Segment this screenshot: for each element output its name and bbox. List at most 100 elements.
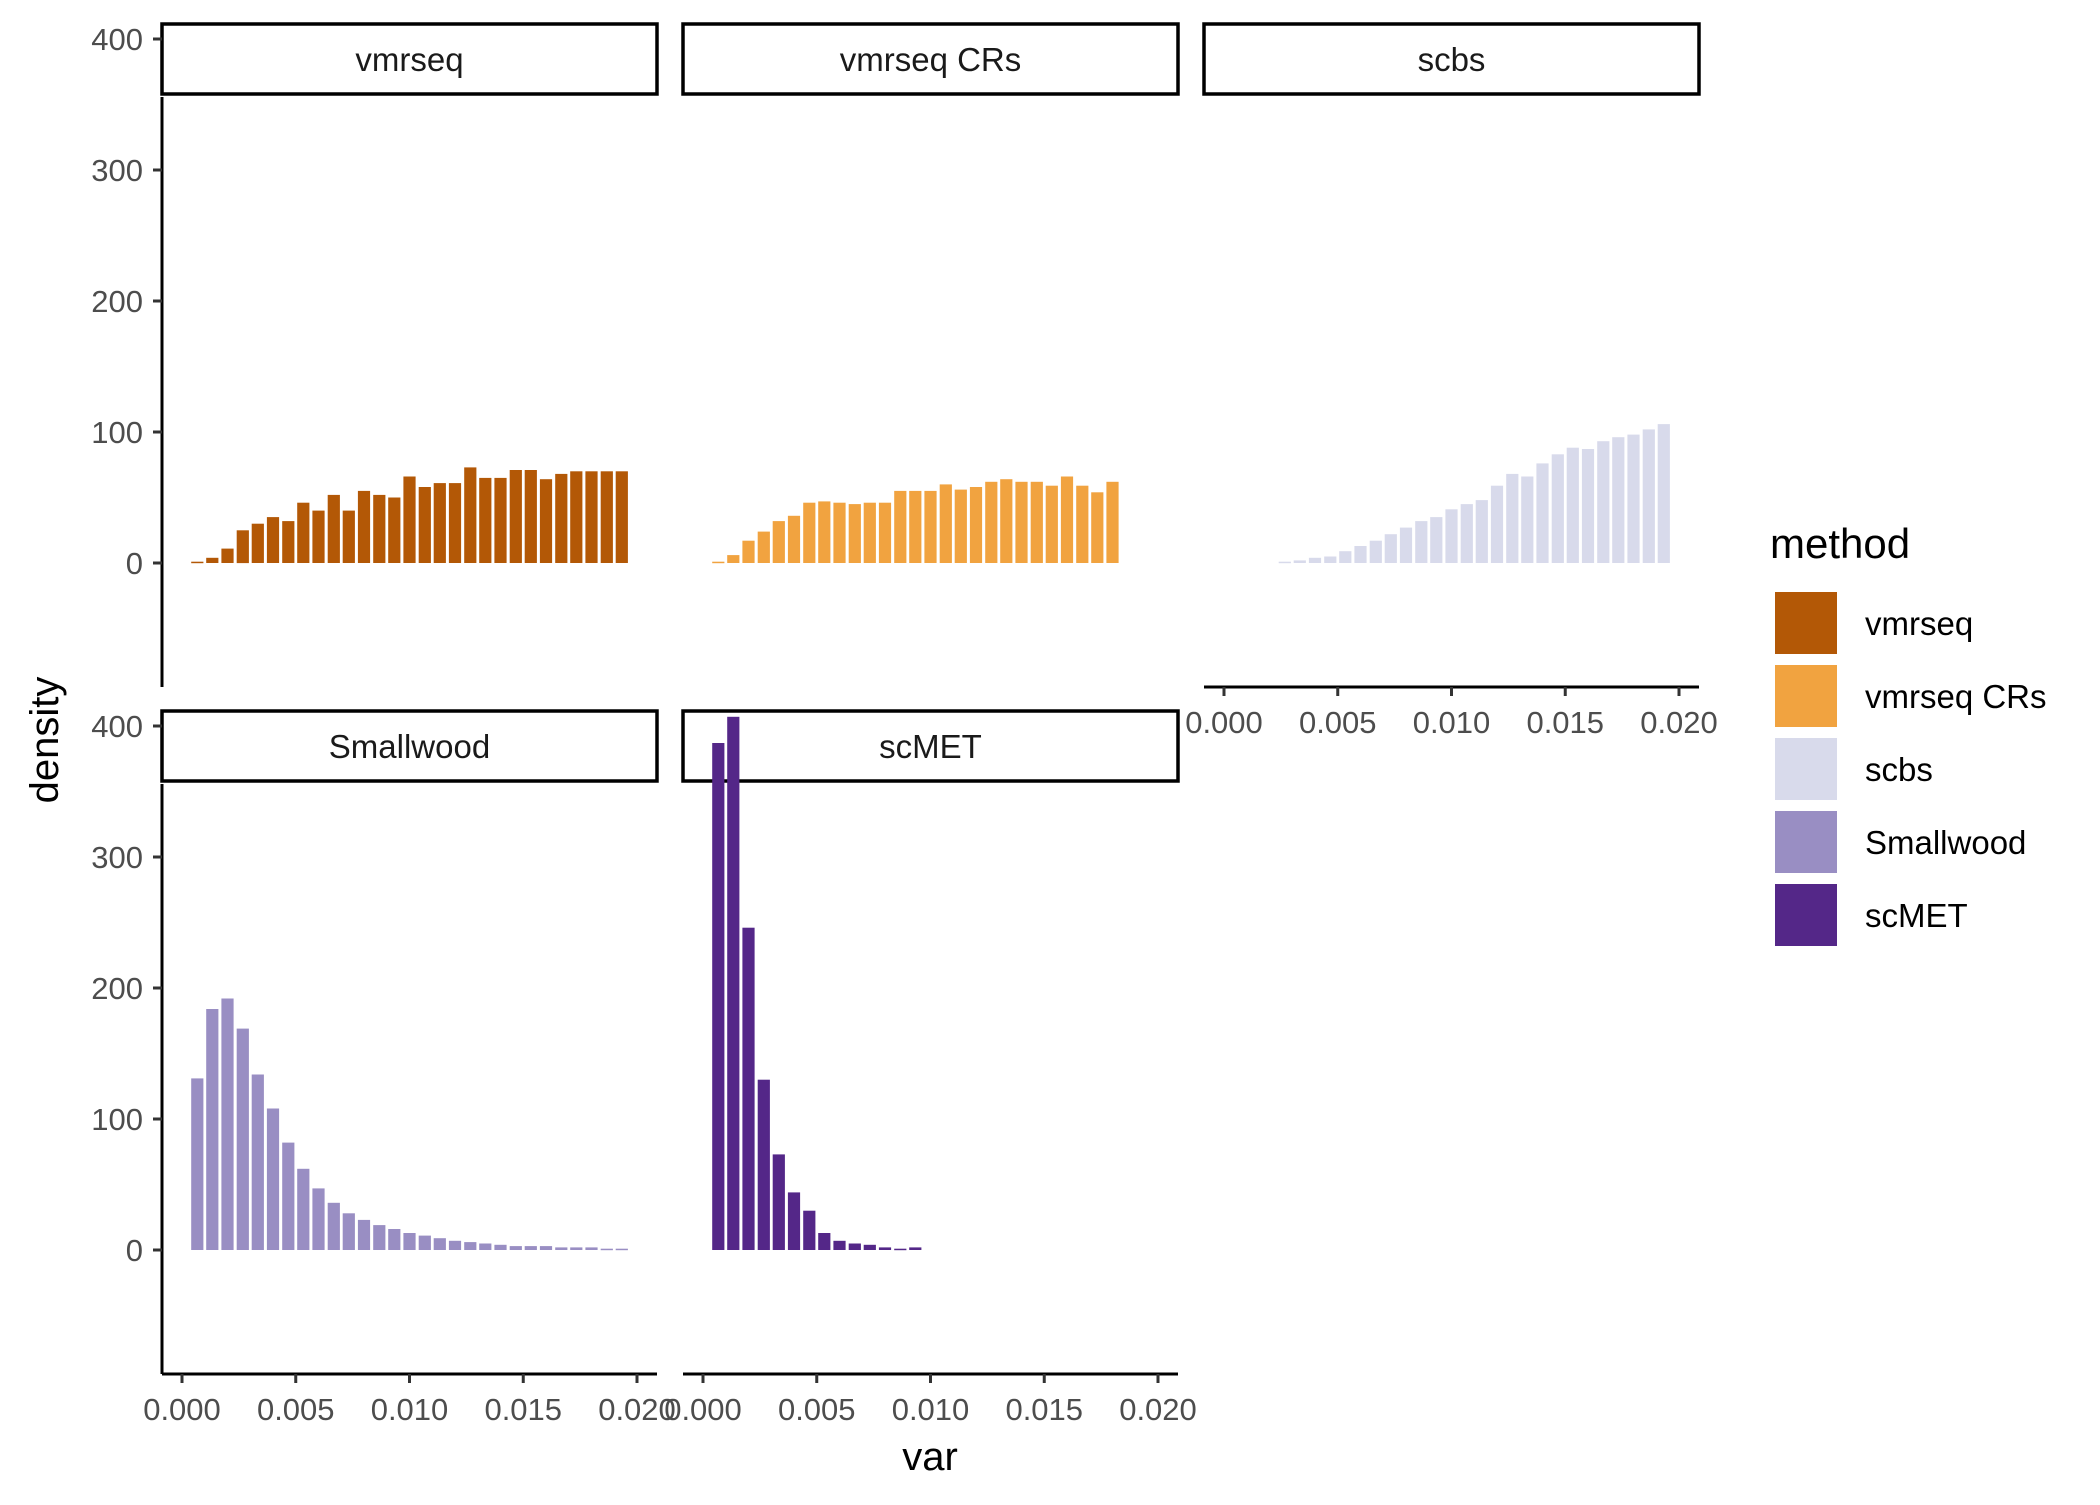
histogram-bar [585, 1247, 598, 1250]
histogram-bar [772, 1154, 785, 1250]
histogram-bar [787, 1192, 801, 1250]
legend-label: vmrseq CRs [1865, 678, 2047, 715]
histogram-bar [524, 1246, 537, 1250]
y-tick-label: 300 [91, 840, 143, 875]
x-tick-label: 0.005 [1299, 705, 1377, 740]
x-tick-label: 0.000 [143, 1392, 221, 1427]
histogram-bar [863, 502, 876, 563]
histogram-bar [342, 510, 355, 563]
histogram-bar [727, 555, 740, 563]
x-tick-label: 0.010 [371, 1392, 449, 1427]
histogram-bar [555, 473, 568, 563]
histogram-bar [433, 483, 446, 563]
histogram-bar [924, 490, 937, 563]
histogram-bar [712, 743, 725, 1250]
histogram-bar [539, 479, 553, 563]
histogram-bar [570, 471, 583, 563]
histogram-bar [772, 521, 785, 563]
facet-strip-label: scbs [1418, 41, 1486, 78]
histogram-bar [757, 531, 770, 563]
histogram-bar [297, 502, 310, 563]
histogram-bar [357, 1219, 371, 1250]
histogram-bar [1551, 454, 1564, 563]
x-tick-label: 0.000 [664, 1392, 742, 1427]
facet-strip-label: scMET [879, 728, 982, 765]
histogram-bar [1657, 424, 1670, 563]
legend: vmrseq vmrseq CRs scbs Smallwood scMET [1775, 592, 2047, 946]
y-tick-label: 100 [91, 1102, 143, 1137]
histogram-bar [448, 1240, 462, 1250]
histogram-bar [818, 501, 831, 563]
legend-key [1775, 738, 1837, 800]
facet-panel: vmrseq 0 100 200 300 400 [91, 22, 659, 687]
facet-panel: scbs 0.000 0.005 0.010 0.015 0.020 [1185, 22, 1718, 740]
histogram-bar [342, 1213, 355, 1250]
histogram-bar [327, 494, 340, 563]
y-tick-label: 200 [91, 284, 143, 319]
histogram-bar [1324, 556, 1337, 563]
histogram-bar [266, 517, 280, 563]
legend-title: method [1770, 520, 1910, 567]
legend-key [1775, 592, 1837, 654]
histogram-bar [1015, 481, 1028, 563]
x-tick-label: 0.005 [257, 1392, 335, 1427]
histogram-bar [600, 471, 613, 563]
histogram-bar [1000, 479, 1013, 563]
histogram-bar [403, 1233, 416, 1250]
histogram-bar [191, 1078, 204, 1250]
facet-panel: Smallwood 0 100 200 300 400 0.000 0.005 0.010 0.0… [91, 709, 676, 1427]
x-tick-label: 0.010 [892, 1392, 970, 1427]
histogram-bar [742, 540, 755, 563]
histogram-bar [433, 1238, 446, 1250]
histogram-bar [727, 716, 740, 1250]
histogram-bar [266, 1108, 280, 1250]
histogram-bar [615, 1248, 628, 1251]
histogram-bar [615, 471, 628, 563]
histogram-bar [1536, 463, 1549, 563]
facet-strip [160, 22, 659, 96]
facet-strip-label: vmrseq CRs [840, 41, 1022, 78]
y-tick-label: 0 [126, 1233, 143, 1268]
histogram-bar [206, 557, 219, 563]
histogram-bar [757, 1079, 770, 1250]
histogram-bar [833, 1240, 846, 1250]
histogram-bar [1415, 521, 1428, 563]
histogram-bar [327, 1202, 340, 1250]
histogram-bar [206, 1009, 219, 1250]
histogram-bar [570, 1247, 583, 1250]
histogram-bar [1339, 551, 1352, 563]
facet-panel: vmrseq CRs [681, 22, 1180, 564]
histogram-bar [494, 477, 507, 563]
histogram-bar [1460, 504, 1473, 563]
facet-strip [681, 709, 1180, 783]
histogram-bar [600, 1248, 613, 1251]
facet-panel: scMET 0.000 0.005 0.010 0.015 0.020 [664, 709, 1197, 1427]
histogram-bar [878, 502, 892, 563]
histogram-bar [1278, 561, 1291, 564]
histogram-bar [1045, 485, 1058, 563]
histogram-bar [448, 483, 462, 563]
y-tick-label: 100 [91, 415, 143, 450]
histogram-bar [494, 1244, 507, 1250]
histogram-bar [909, 490, 922, 563]
histogram-bar [1521, 476, 1534, 563]
histogram-bar [282, 1142, 295, 1250]
histogram-bar [894, 1248, 907, 1251]
legend-key [1775, 884, 1837, 946]
facet-strip-label: Smallwood [329, 728, 490, 765]
histogram-bar [818, 1233, 831, 1250]
x-tick-label: 0.005 [778, 1392, 856, 1427]
facet-strip [681, 22, 1180, 96]
y-tick-label: 300 [91, 153, 143, 188]
x-tick-label: 0.000 [1185, 705, 1263, 740]
histogram-bar [373, 494, 386, 563]
histogram-bar [1369, 540, 1382, 563]
histogram-bar [712, 561, 725, 564]
histogram-bar [357, 490, 371, 563]
legend-label: scMET [1865, 897, 1968, 934]
histogram-bar [403, 476, 416, 563]
histogram-bar [863, 1244, 876, 1250]
legend-key [1775, 811, 1837, 873]
histogram-bar [555, 1247, 568, 1250]
histogram-bar [1490, 485, 1504, 563]
